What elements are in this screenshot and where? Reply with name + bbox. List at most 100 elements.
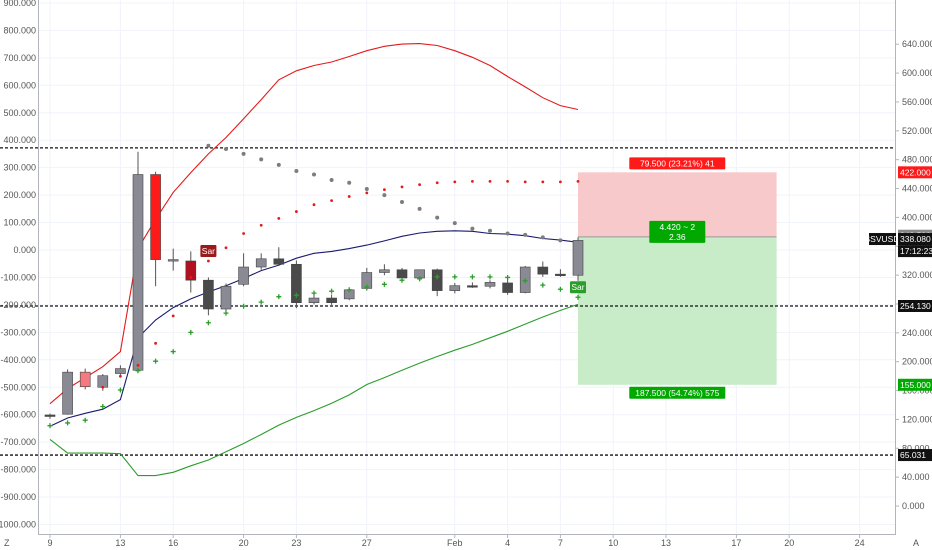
sar-cross-green [100,403,106,409]
sar-marker[interactable] [570,281,586,294]
corner-label-left[interactable]: Z [4,538,10,548]
left-tick-label: -400.000 [0,355,36,365]
x-tick-label: 9 [47,538,52,548]
left-tick-label: 0.000 [13,245,36,255]
sar-cross-green [417,276,423,282]
sar-dot-gray [540,235,545,240]
left-tick-label: 700.000 [3,53,36,63]
candle-body [185,260,197,281]
sar-dot-red [136,363,140,367]
left-tick-label: 800.000 [3,25,36,35]
right-tick-label: 0.000 [902,501,925,511]
right-tick-label: 520.000 [902,126,932,136]
sar-dot-red [330,199,333,202]
horizontal-lines[interactable] [0,147,895,456]
right-tick-label: 640.000 [902,39,932,49]
price-badge-text: 155.000 [900,380,931,390]
candle-body [167,259,179,262]
left-tick-label: -900.000 [0,492,36,502]
sar-dot-gray [452,221,457,226]
sar-cross-green [399,277,405,283]
sar-dot-gray [312,172,316,177]
sar-dot-red [154,341,158,345]
candle-body [449,285,461,291]
entry-tag-text-2: 2.36 [669,232,686,242]
sar-dot-gray [276,162,281,167]
sar-dot-red [400,185,404,189]
sar-dot-gray [558,238,563,243]
sar-dot-red [171,314,175,318]
stop-zone[interactable] [578,236,777,385]
sar-dot-red [435,181,439,185]
sar-cross-green [205,320,211,326]
sar-marker[interactable] [200,244,217,257]
stop-tag-text: 187.500 (54.74%) 575 [635,388,719,398]
right-tick-label: 120.000 [902,414,932,424]
left-tick-label: 100.000 [3,218,36,228]
sar-dot-red [418,183,421,187]
price-badge [898,233,932,246]
sar-cross-green [311,290,317,296]
right-tick-label: 600.000 [902,68,932,78]
sar-dot-red [471,179,474,183]
sar-dot-gray [470,226,475,231]
sar-dot-gray [294,168,299,173]
candle-body [467,285,478,288]
left-tick-label: -600.000 [0,410,36,420]
sar-cross-green [117,387,123,393]
sar-cross-green [153,358,159,364]
price-badge [898,299,932,312]
target-tag[interactable] [629,157,726,170]
sar-dot-gray [347,180,352,185]
left-tick-label: -1000.000 [0,520,36,530]
symbol-badge-text: BSVUSD [865,234,900,244]
sar-dot-gray [488,228,492,233]
sar-dot-gray [224,146,228,151]
sar-cross-green [575,294,581,300]
lower-band-line [49,303,579,477]
sar-cross-green [329,288,335,294]
sar-dot-red [541,180,545,184]
right-tick-label: 200.000 [902,357,932,367]
sar-cross-green [557,286,563,292]
chart-axes [38,0,896,535]
stop-tag[interactable] [629,386,726,399]
price-badge-text: 422.000 [900,167,931,177]
x-tick-label: 20 [784,538,794,548]
price-badge [898,245,932,258]
entry-tag[interactable] [649,220,706,243]
sar-marker-text: Sar [571,282,584,292]
target-tag-text: 79.500 (23.21%) 41 [640,158,715,168]
sar-dot-red [312,203,316,207]
sar-dot-red [365,191,369,195]
sar-dot-red [576,179,580,183]
right-tick-label: 560.000 [902,97,932,107]
sar-cross-green [170,349,176,355]
sar-cross-green [452,274,458,280]
sar-cross-green [293,292,299,298]
sar-cross-green [364,284,370,290]
x-tick-label: 24 [855,538,865,548]
candle-body [291,263,302,304]
sar-dot-red [347,195,351,198]
sar-dot-gray [417,206,422,211]
candle-body [255,258,267,268]
sar-dot-red [383,188,386,192]
x-tick-label: Feb [447,538,463,548]
sar-dot-red [119,374,122,378]
sar-cross-green [135,368,141,374]
sar-dot-red [259,223,263,227]
candle-body [238,266,249,285]
candlestick-series [44,151,584,419]
sar-dot-red [277,217,281,220]
left-tick-label: -300.000 [0,327,36,337]
candle-body [555,273,566,276]
sar-dot-red [242,232,246,235]
sar-dot-red [189,276,193,279]
corner-label-right[interactable]: A [913,538,919,548]
sar-cross-green [188,329,194,335]
x-tick-label: 13 [661,538,671,548]
left-tick-label: 500.000 [3,108,36,118]
position-tool[interactable]: 79.500 (23.21%) 41 4.420 ~ 22.36 187.500 (… [578,157,777,399]
